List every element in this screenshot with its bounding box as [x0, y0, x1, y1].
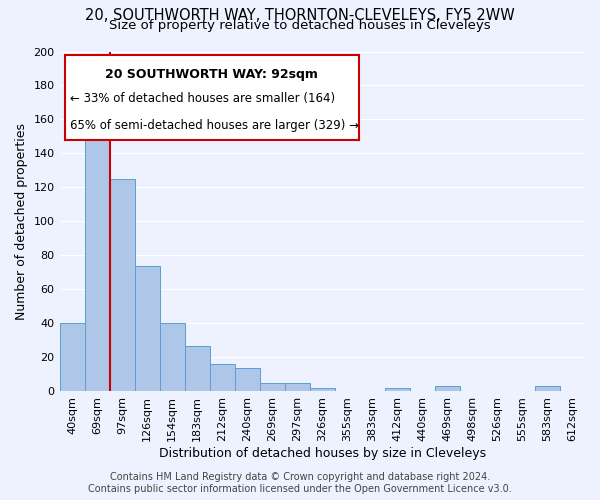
- Bar: [85, 124, 110, 392]
- Bar: [185, 346, 209, 392]
- Text: ← 33% of detached houses are smaller (164): ← 33% of detached houses are smaller (16…: [70, 92, 335, 106]
- Text: 65% of semi-detached houses are larger (329) →: 65% of semi-detached houses are larger (…: [70, 120, 359, 132]
- Bar: [310, 388, 335, 392]
- Bar: [59, 324, 85, 392]
- Bar: [209, 364, 235, 392]
- X-axis label: Distribution of detached houses by size in Cleveleys: Distribution of detached houses by size …: [159, 447, 486, 460]
- Bar: [160, 324, 185, 392]
- FancyBboxPatch shape: [65, 55, 359, 140]
- Y-axis label: Number of detached properties: Number of detached properties: [15, 123, 28, 320]
- Bar: [285, 383, 310, 392]
- Bar: [435, 386, 460, 392]
- Bar: [535, 386, 560, 392]
- Text: Size of property relative to detached houses in Cleveleys: Size of property relative to detached ho…: [109, 18, 491, 32]
- Bar: [260, 383, 285, 392]
- Bar: [134, 266, 160, 392]
- Bar: [235, 368, 260, 392]
- Bar: [385, 388, 410, 392]
- Bar: [110, 179, 134, 392]
- Text: 20, SOUTHWORTH WAY, THORNTON-CLEVELEYS, FY5 2WW: 20, SOUTHWORTH WAY, THORNTON-CLEVELEYS, …: [85, 8, 515, 22]
- Text: Contains HM Land Registry data © Crown copyright and database right 2024.
Contai: Contains HM Land Registry data © Crown c…: [88, 472, 512, 494]
- Text: 20 SOUTHWORTH WAY: 92sqm: 20 SOUTHWORTH WAY: 92sqm: [106, 68, 319, 82]
